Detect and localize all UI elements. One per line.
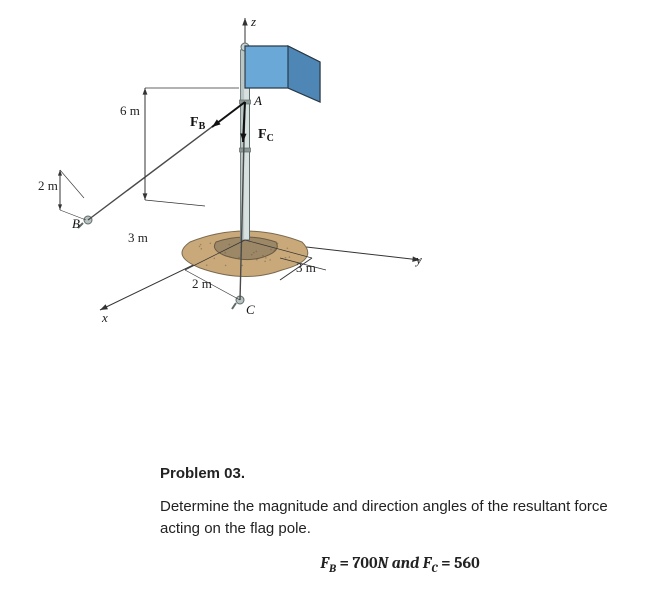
- problem-title: Problem 03.: [160, 465, 640, 482]
- svg-text:6 m: 6 m: [120, 103, 140, 118]
- svg-text:C: C: [246, 302, 255, 317]
- svg-text:FB: FB: [190, 115, 206, 132]
- problem-text-block: Problem 03. Determine the magnitude and …: [160, 465, 640, 575]
- svg-text:2 m: 2 m: [38, 178, 58, 193]
- svg-text:2 m: 2 m: [192, 276, 212, 291]
- svg-text:y: y: [414, 252, 422, 267]
- svg-text:3 m: 3 m: [128, 230, 148, 245]
- flagpole-diagram: zyx6 m2 m3 m2 m3 mABCFBFC: [20, 10, 440, 330]
- problem-body: Determine the magnitude and direction an…: [160, 496, 640, 540]
- svg-text:z: z: [250, 14, 256, 29]
- problem-equation: FB = 700N and FC = 560: [160, 554, 640, 575]
- svg-text:x: x: [101, 310, 108, 325]
- diagram-svg: zyx6 m2 m3 m2 m3 mABCFBFC: [20, 10, 440, 330]
- svg-text:A: A: [253, 93, 262, 108]
- svg-text:B: B: [72, 216, 80, 231]
- svg-text:FC: FC: [258, 127, 274, 144]
